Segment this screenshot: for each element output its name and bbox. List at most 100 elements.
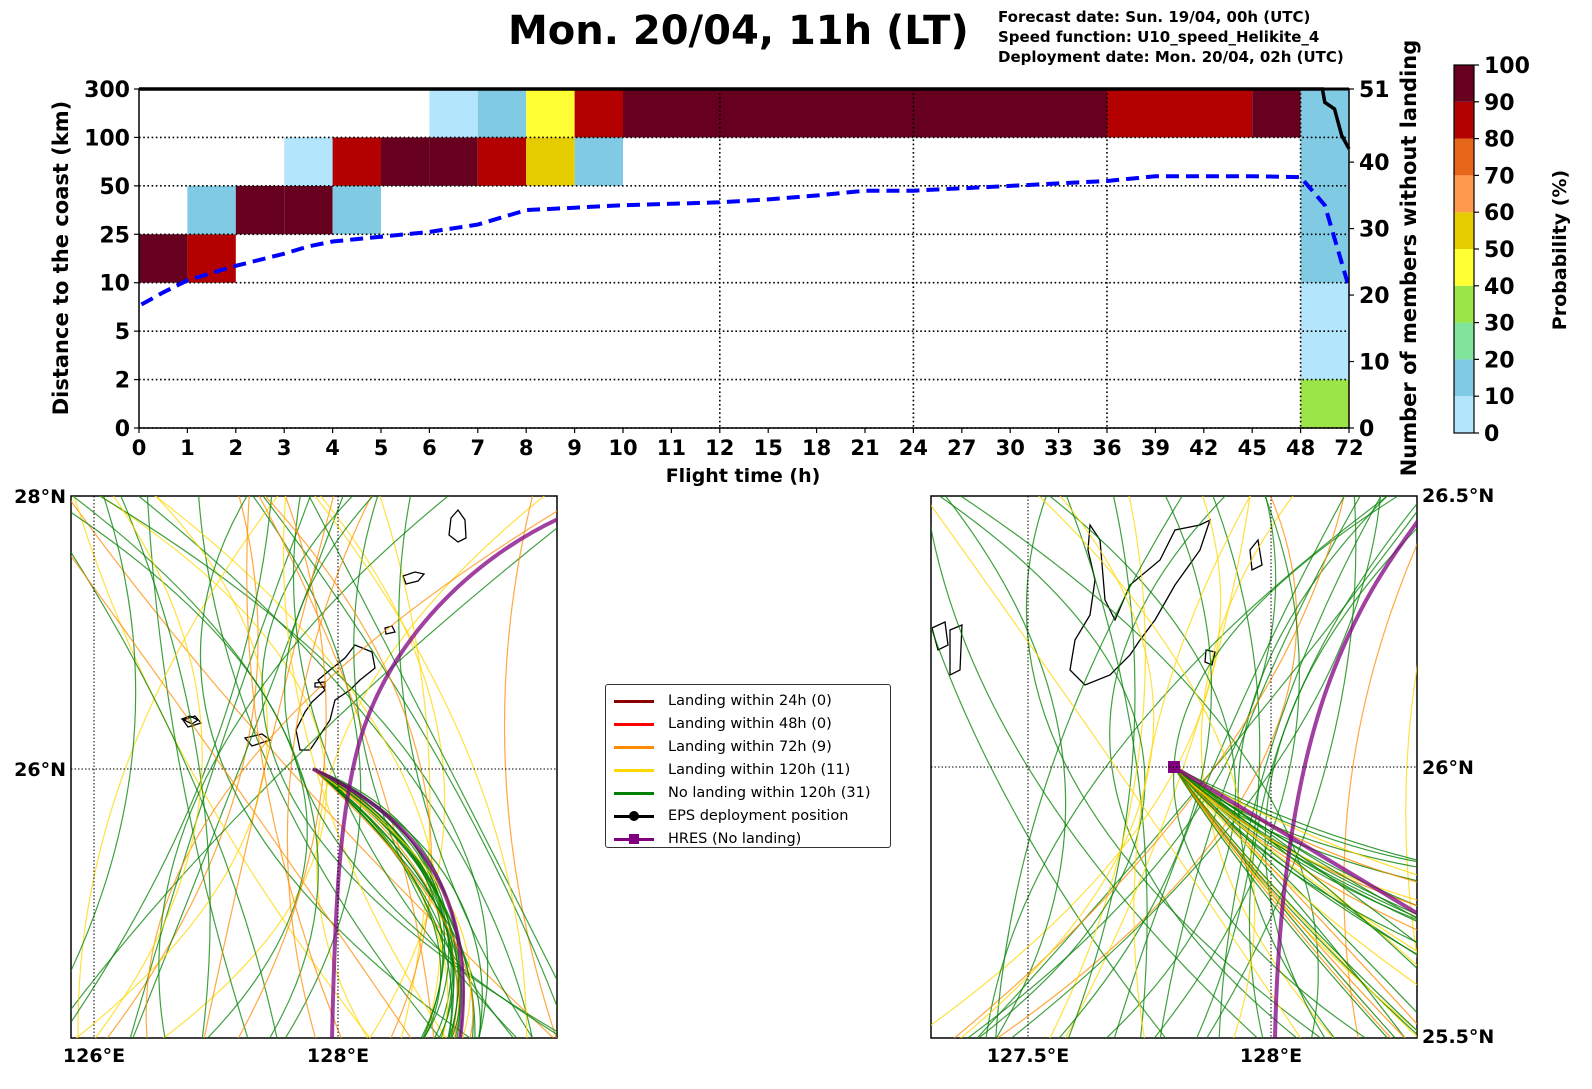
ensemble-trajectory (398, 496, 534, 1038)
hres-trajectory (312, 767, 466, 1038)
ensemble-trajectory (312, 768, 472, 1038)
x-tick-label: 12 (705, 436, 734, 460)
hres-trajectory (330, 517, 557, 1038)
x-tick-label: 1 (180, 436, 195, 460)
heatmap-cell (284, 137, 333, 186)
ensemble-trajectory (203, 496, 335, 1038)
legend-label: EPS deployment position (668, 807, 849, 824)
y-axis-label: Distance to the coast (km) (49, 101, 73, 416)
ensemble-trajectory (262, 496, 557, 1008)
heatmap-cell (284, 185, 333, 235)
colorbar-bin (1454, 322, 1474, 360)
ensemble-trajectory (1113, 496, 1346, 1038)
colorbar-bin (1454, 175, 1474, 213)
x-tick-label: 4 (325, 436, 340, 460)
ensemble-trajectory (944, 496, 1067, 1038)
heatmap-cell (1107, 89, 1253, 138)
ensemble-trajectory (98, 496, 489, 1038)
ensemble-trajectory (959, 496, 1319, 1038)
ensemble-trajectory (1196, 496, 1261, 1038)
ensemble-trajectory (312, 768, 481, 1038)
ensemble-trajectory (1173, 766, 1417, 944)
ensemble-trajectory (71, 500, 555, 1038)
legend-label: Landing within 24h (0) (668, 692, 832, 709)
lat-label: 28°N (14, 486, 66, 508)
y-tick-label: 10 (99, 272, 130, 297)
zoomed-map[interactable]: 26.5°N 26°N 25.5°N 127.5°E 128°E (900, 480, 1592, 1089)
x-tick-label: 5 (374, 436, 389, 460)
ensemble-trajectory (258, 496, 435, 1038)
line-swatch-icon (614, 786, 654, 800)
y2-tick-label: 0 (1359, 417, 1374, 442)
heatmap-cell (1252, 89, 1301, 138)
heatmap-cell (381, 137, 430, 186)
ensemble-trajectory (106, 496, 259, 1038)
speed-function: Speed function: U10_speed_Helikite_4 (998, 28, 1320, 46)
ensemble-trajectory (1010, 496, 1382, 1038)
coastline (1204, 649, 1216, 666)
ensemble-trajectory (312, 768, 442, 1038)
ensemble-trajectory (286, 496, 372, 1038)
ensemble-trajectory (1058, 496, 1213, 1038)
x-tick-label: 3 (277, 436, 292, 460)
colorbar-tick-label: 30 (1484, 312, 1515, 337)
y-tick-label: 5 (115, 320, 130, 345)
ensemble-trajectory (1173, 766, 1389, 1038)
line-swatch-icon (614, 717, 654, 731)
heatmap-cell (332, 185, 381, 235)
x-tick-label: 27 (947, 436, 976, 460)
ensemble-trajectory (1109, 496, 1298, 1038)
x-tick-label: 7 (470, 436, 485, 460)
x-tick-label: 33 (1044, 436, 1073, 460)
ensemble-trajectory (137, 496, 533, 1038)
colorbar-label: Probability (%) (1549, 170, 1571, 330)
heatmap-cell (526, 89, 575, 138)
line-swatch-icon (614, 694, 654, 708)
heatmap-cell (574, 137, 623, 186)
coastline (949, 624, 963, 677)
ensemble-trajectory (995, 496, 1183, 1038)
colorbar-tick-label: 20 (1484, 348, 1515, 373)
colorbar-bin (1454, 396, 1474, 433)
overview-map[interactable]: 28°N 26°N 126°E 128°E (0, 480, 580, 1089)
colorbar-bin (1454, 65, 1474, 102)
lat-label: 26.5°N (1422, 485, 1494, 507)
coastline (448, 508, 467, 543)
colorbar-tick-label: 100 (1484, 55, 1530, 79)
lon-label: 126°E (63, 1045, 125, 1067)
heatmap-axes: 0 1 2 3 4 5 6 7 8 9 10 11 12 15 18 21 24 27 30 33 36 39 42 45 48… (84, 78, 1390, 460)
colorbar-tick-label: 80 (1484, 128, 1515, 153)
y-tick-label: 25 (99, 223, 130, 248)
heatmap-cell (477, 89, 527, 138)
heatmap-cell (623, 89, 1107, 138)
lat-label: 25.5°N (1422, 1026, 1494, 1048)
legend-label: Landing within 48h (0) (668, 715, 832, 732)
lat-label: 26°N (14, 759, 66, 781)
ensemble-trajectory (158, 496, 450, 1038)
ensemble-trajectory (1025, 496, 1322, 1038)
colorbar-tick-label: 70 (1484, 164, 1515, 189)
ensemble-trajectory (1048, 496, 1237, 1038)
x-tick-label: 18 (802, 436, 831, 460)
mean-distance-line (140, 174, 1351, 307)
ensemble-trajectory (94, 496, 203, 1038)
x-tick-label: 39 (1141, 436, 1170, 460)
lon-label: 127.5°E (987, 1045, 1070, 1067)
ensemble-trajectory (1173, 766, 1417, 1032)
ensemble-trajectory (292, 496, 518, 1038)
colorbar-tick-label: 50 (1484, 238, 1515, 263)
ensemble-trajectory (1405, 664, 1417, 959)
y2-tick-label: 20 (1359, 284, 1390, 309)
y2-tick-label: 40 (1359, 151, 1390, 176)
legend-item: Landing within 24h (0) (614, 689, 882, 712)
colorbar-bin (1454, 101, 1474, 139)
x-tick-label: 30 (996, 436, 1025, 460)
hres-trajectory (1172, 765, 1417, 916)
probability-colorbar: 0 10 20 30 40 50 60 70 80 90 100 Probability (%) (1453, 55, 1571, 445)
circle-marker-icon (614, 809, 654, 823)
coastline (1249, 538, 1263, 572)
square-marker-icon (614, 832, 654, 846)
ensemble-trajectory (252, 496, 362, 1038)
ensemble-trajectory (966, 496, 1277, 1038)
ensemble-trajectory (71, 496, 273, 1024)
